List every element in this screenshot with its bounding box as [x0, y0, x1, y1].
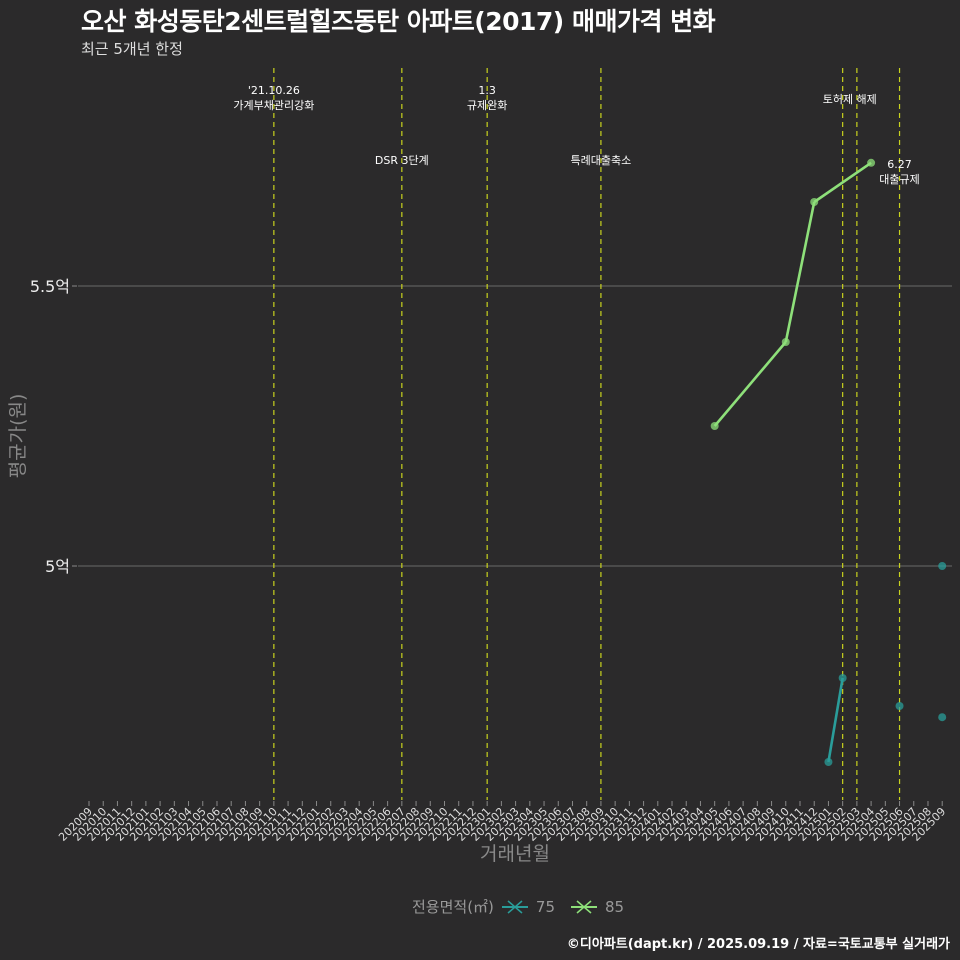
policy-annotation: 특례대출축소 [571, 154, 632, 167]
legend-key-75-icon [501, 899, 528, 914]
series-line-85 [784, 201, 816, 343]
legend-label-85: 85 [605, 897, 625, 916]
data-point-75 [895, 702, 904, 710]
legend-label-75: 75 [535, 897, 555, 916]
legend-key-85-icon [571, 899, 597, 914]
series-line-75 [827, 677, 844, 763]
data-point-85 [710, 422, 719, 430]
series-line-85 [713, 341, 787, 427]
x-axis-label: 거래년월 [480, 843, 550, 865]
policy-annotation: '21.10.26 [248, 84, 300, 97]
policy-annotation: 가계부채관리강화 [233, 99, 314, 112]
policy-annotation: 1.3 [478, 84, 496, 97]
policy-annotation: 토허제 해제 [823, 92, 877, 106]
data-point-85 [810, 198, 819, 206]
data-point-75 [838, 674, 847, 682]
policy-annotation: 6.27 [887, 158, 912, 171]
source-caption: ©디아파트(dapt.kr) / 2025.09.19 / 자료=국토교통부 실… [566, 937, 950, 952]
policy-annotation: 대출규제 [879, 173, 919, 186]
data-point-85 [867, 158, 876, 167]
y-tick-label: 5.5억 [30, 277, 70, 296]
policy-annotation: DSR 3단계 [375, 154, 429, 167]
data-point-75 [824, 758, 833, 766]
legend: 전용면적(㎡) 75 85 [412, 896, 632, 917]
data-point-75 [938, 713, 947, 722]
data-point-85 [781, 338, 790, 346]
policy-annotation: 규제완화 [467, 99, 507, 112]
y-axis-label: 평균가(원) [7, 394, 29, 479]
series-line-85 [813, 161, 872, 204]
y-tick-label: 5억 [45, 557, 70, 576]
data-point-75 [938, 562, 947, 570]
legend-title: 전용면적(㎡) [412, 898, 494, 916]
chart-title: 오산 화성동탄2센트럴힐즈동탄 아파트(2017) 매매가격 변화 [81, 7, 716, 36]
chart-subtitle: 최근 5개년 한정 [81, 40, 183, 58]
